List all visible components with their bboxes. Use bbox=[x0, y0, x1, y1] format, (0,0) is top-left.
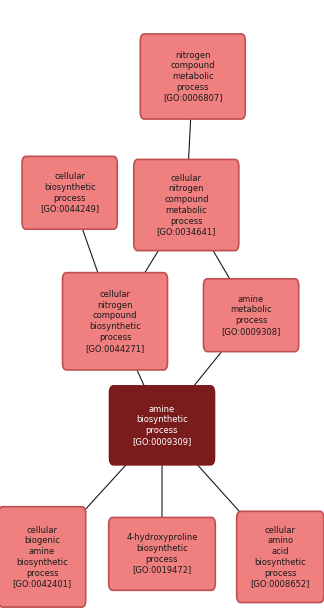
FancyBboxPatch shape bbox=[0, 507, 86, 607]
Text: cellular
nitrogen
compound
metabolic
process
[GO:0034641]: cellular nitrogen compound metabolic pro… bbox=[156, 174, 216, 236]
FancyBboxPatch shape bbox=[140, 34, 245, 119]
FancyBboxPatch shape bbox=[134, 159, 239, 251]
FancyBboxPatch shape bbox=[110, 386, 214, 465]
FancyBboxPatch shape bbox=[237, 512, 324, 602]
Text: cellular
biogenic
amine
biosynthetic
process
[GO:0042401]: cellular biogenic amine biosynthetic pro… bbox=[13, 526, 72, 588]
Text: cellular
biosynthetic
process
[GO:0044249]: cellular biosynthetic process [GO:004424… bbox=[40, 172, 99, 214]
Text: cellular
amino
acid
biosynthetic
process
[GO:0008652]: cellular amino acid biosynthetic process… bbox=[250, 526, 310, 588]
Text: nitrogen
compound
metabolic
process
[GO:0006807]: nitrogen compound metabolic process [GO:… bbox=[163, 51, 223, 102]
FancyBboxPatch shape bbox=[109, 518, 215, 590]
Text: cellular
nitrogen
compound
biosynthetic
process
[GO:0044271]: cellular nitrogen compound biosynthetic … bbox=[86, 290, 145, 353]
Text: 4-hydroxyproline
biosynthetic
process
[GO:0019472]: 4-hydroxyproline biosynthetic process [G… bbox=[126, 533, 198, 575]
FancyBboxPatch shape bbox=[63, 273, 168, 370]
Text: amine
biosynthetic
process
[GO:0009309]: amine biosynthetic process [GO:0009309] bbox=[133, 405, 191, 446]
Text: amine
metabolic
process
[GO:0009308]: amine metabolic process [GO:0009308] bbox=[221, 294, 281, 336]
FancyBboxPatch shape bbox=[203, 279, 299, 351]
FancyBboxPatch shape bbox=[22, 156, 117, 229]
